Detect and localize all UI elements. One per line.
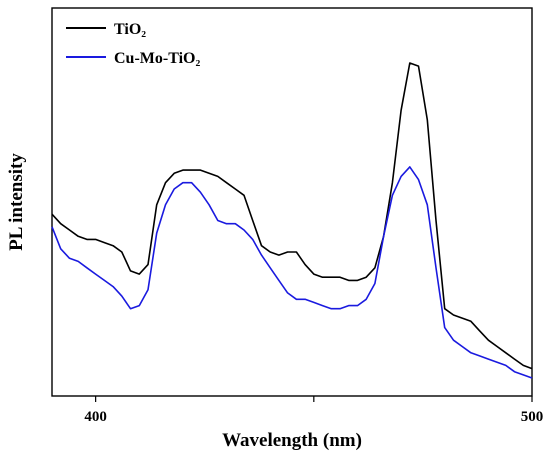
y-axis-label: PL intensity bbox=[6, 153, 27, 251]
x-tick-label: 400 bbox=[84, 409, 107, 425]
x-tick-label: 500 bbox=[521, 409, 544, 425]
x-axis-ticks: 400 500 bbox=[84, 396, 543, 425]
series-line-tio2 bbox=[51, 62, 533, 370]
legend: TiO₂ Cu-Mo-TiO₂ bbox=[66, 21, 200, 67]
legend-label-tio2: TiO₂ bbox=[114, 21, 146, 38]
x-axis-label: Wavelength (nm) bbox=[222, 430, 362, 451]
plot-frame bbox=[51, 7, 533, 397]
legend-label-cu-mo-tio2: Cu-Mo-TiO₂ bbox=[114, 50, 200, 67]
series-line-cu-mo-tio2 bbox=[51, 166, 533, 379]
series-layer bbox=[51, 62, 533, 379]
